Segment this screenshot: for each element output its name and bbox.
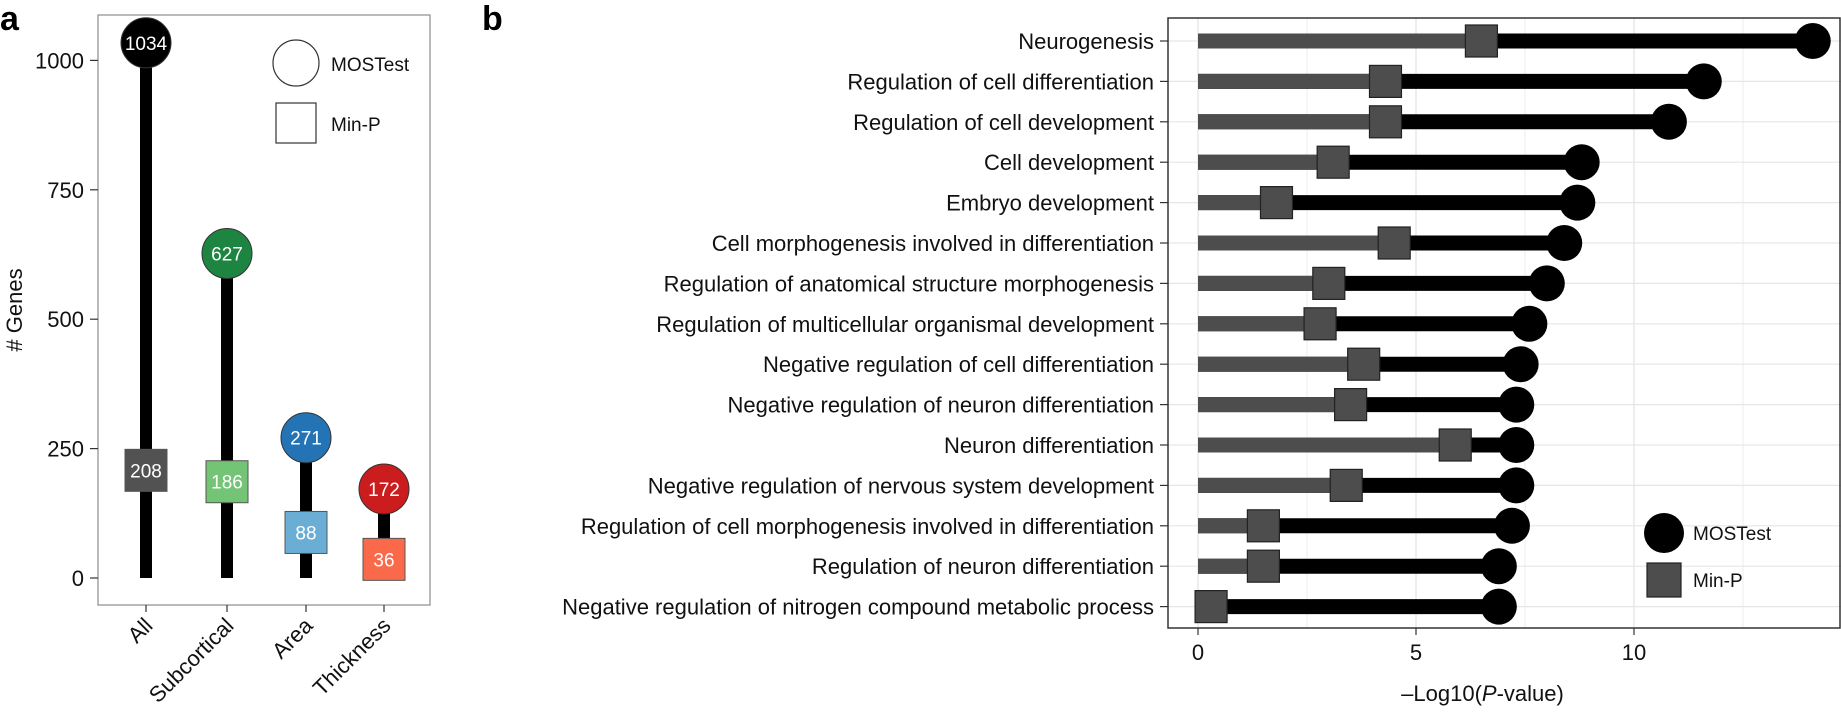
x-tick-label: 5	[1410, 640, 1422, 665]
minp-point	[1368, 105, 1403, 139]
y-tick-label: Neuron differentiation	[944, 433, 1154, 458]
mostest-point	[1559, 184, 1596, 221]
y-tick-label: Negative regulation of cell differentiat…	[763, 352, 1154, 377]
mostest-circle-subcortical	[201, 227, 253, 279]
minp-point	[1246, 549, 1281, 583]
x-tick-label: Thickness	[308, 613, 396, 701]
y-tick-label: Negative regulation of neuron differenti…	[728, 393, 1154, 418]
legend-square-icon	[275, 102, 317, 144]
x-axis-label: –Log10(P-value)	[1401, 681, 1564, 706]
mostest-value-label: 627	[211, 244, 243, 265]
minp-point	[1329, 468, 1363, 502]
mostest-point	[1498, 467, 1535, 504]
y-tick-label: Regulation of cell differentiation	[847, 69, 1154, 94]
panel-b-frame	[1167, 17, 1841, 629]
x-tick-label: Subcortical	[144, 613, 239, 708]
legend-square-icon	[1646, 562, 1682, 598]
minp-square-subcortical	[205, 460, 249, 504]
y-tick-label: Regulation of cell morphogenesis involve…	[581, 514, 1154, 539]
y-tick-label: Cell development	[984, 150, 1154, 175]
mostest-point	[1563, 144, 1600, 181]
mostest-point	[1498, 427, 1535, 463]
y-tick-label: Negative regulation of nervous system de…	[648, 473, 1154, 498]
legend-label-mostest: MOSTest	[331, 55, 410, 76]
y-tick-label: 500	[47, 307, 84, 332]
minp-square-area	[284, 510, 328, 554]
y-tick-label: Regulation of neuron differentiation	[812, 554, 1154, 579]
y-tick-label: 750	[47, 178, 84, 203]
minp-point	[1333, 388, 1368, 422]
minp-point	[1368, 64, 1403, 99]
y-axis-label: # Genes	[2, 268, 27, 351]
mostest-value-label: 172	[368, 480, 400, 501]
minp-point	[1438, 428, 1472, 462]
mostest-value-label: 1034	[125, 34, 168, 55]
minp-point	[1347, 347, 1381, 381]
panel-a-frame	[97, 14, 431, 606]
minp-value-label: 186	[211, 473, 243, 494]
legend-label-minp: Min-P	[331, 115, 381, 136]
minp-point	[1316, 145, 1350, 179]
minp-value-label: 36	[373, 550, 394, 571]
y-tick-label: Regulation of anatomical structure morph…	[664, 271, 1154, 296]
minp-square-thickness	[362, 537, 406, 581]
minp-point	[1303, 307, 1337, 341]
y-tick-label: Regulation of cell development	[853, 110, 1154, 135]
mostest-circle-area	[280, 412, 332, 464]
mostest-circle-all	[120, 17, 172, 69]
mostest-point	[1511, 305, 1548, 342]
x-tick-label: 10	[1622, 640, 1646, 665]
x-tick-label: All	[123, 613, 158, 648]
x-tick-label: 0	[1192, 640, 1204, 665]
minp-point	[1259, 186, 1294, 220]
panel-b-letter: b	[482, 0, 503, 38]
minp-point	[1194, 589, 1228, 624]
mostest-value-label: 271	[290, 429, 322, 450]
legend-label-mostest: MOSTest	[1693, 524, 1772, 545]
x-tick-label: Area	[267, 612, 318, 663]
y-tick-label: Embryo development	[946, 191, 1154, 216]
legend-circle-icon	[272, 39, 320, 87]
mostest-point	[1480, 548, 1517, 585]
y-tick-label: 1000	[35, 48, 84, 73]
mostest-point	[1685, 63, 1722, 100]
y-tick-label: Neurogenesis	[1018, 29, 1154, 54]
mostest-point	[1794, 23, 1831, 59]
minp-point	[1377, 226, 1411, 260]
mostest-point	[1502, 346, 1539, 383]
mostest-point	[1498, 386, 1535, 423]
mostest-point	[1493, 507, 1530, 544]
minp-value-label: 208	[130, 461, 162, 482]
mostest-point	[1546, 225, 1583, 261]
minp-point	[1464, 24, 1499, 58]
mostest-circle-thickness	[358, 463, 410, 515]
minp-square-all	[124, 448, 168, 492]
y-tick-label: Cell morphogenesis involved in different…	[712, 231, 1154, 256]
minp-value-label: 88	[295, 523, 316, 544]
panel-a-letter: a	[0, 0, 20, 38]
minp-point	[1246, 509, 1281, 543]
panel-b-chart: Neurogenesis Regulation of cell different…	[562, 17, 1841, 706]
y-tick-label: Regulation of multicellular organismal d…	[656, 312, 1154, 337]
y-tick-label: 250	[47, 437, 84, 462]
legend-label-minp: Min-P	[1693, 571, 1743, 592]
mostest-point	[1650, 103, 1687, 140]
mostest-point	[1528, 265, 1565, 302]
y-tick-label: Negative regulation of nitrogen compound…	[562, 595, 1154, 620]
legend-circle-icon	[1644, 513, 1684, 553]
minp-point	[1312, 266, 1346, 300]
panel-a-chart: 0 250 500 750 1000 # Genes 208 1034 All 186 627 Sub…	[2, 14, 431, 708]
mostest-point	[1480, 588, 1517, 625]
y-tick-label: 0	[72, 566, 84, 591]
